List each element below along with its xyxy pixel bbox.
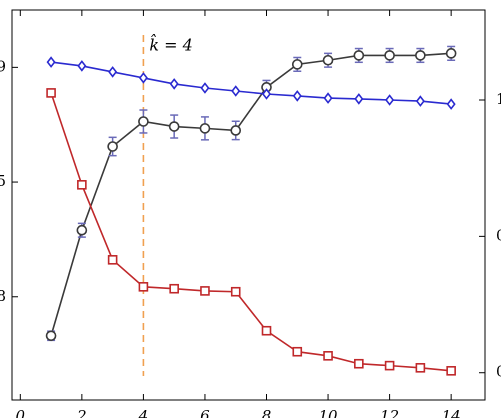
point [199, 123, 211, 134]
x-tick-label: 12 [380, 407, 399, 418]
point [384, 360, 395, 371]
point [200, 82, 210, 94]
point [384, 50, 395, 61]
series-line [50, 52, 452, 336]
point [45, 330, 57, 342]
point [77, 180, 87, 190]
y2-tick-label: 0 [496, 363, 501, 381]
point [169, 78, 179, 90]
point [322, 54, 334, 66]
point [138, 116, 149, 127]
point [354, 358, 364, 369]
point [168, 121, 180, 132]
y-tick-label: 0.8 [0, 287, 6, 305]
point [138, 72, 148, 84]
point [415, 363, 426, 373]
point [76, 224, 88, 236]
point [107, 141, 118, 152]
x-tick-label: 8 [262, 407, 272, 418]
point [107, 255, 118, 265]
point [446, 366, 456, 376]
point [108, 66, 118, 78]
series-line [50, 92, 452, 372]
series-line [50, 61, 452, 105]
point [292, 346, 303, 357]
point [169, 283, 179, 294]
y2-tick-label: 0.5 [496, 226, 501, 244]
point [446, 98, 456, 110]
x-tick-label: 0 [16, 407, 26, 418]
point [261, 325, 272, 336]
point [230, 286, 241, 297]
point [46, 56, 56, 68]
point [415, 50, 426, 61]
plot-frame [11, 9, 486, 401]
point [415, 95, 425, 107]
point [231, 85, 241, 97]
annotation: k̂ = 4 [149, 34, 192, 54]
point [230, 125, 242, 136]
point [385, 94, 395, 106]
point [292, 90, 302, 102]
point [138, 282, 149, 292]
x-tick-label: 6 [200, 407, 210, 418]
point [77, 60, 87, 72]
point [323, 92, 333, 104]
point [46, 88, 56, 98]
x-tick-label: 10 [319, 407, 339, 418]
point [291, 59, 303, 70]
x-tick-label: 2 [76, 407, 87, 418]
y-tick-label: 0.9 [0, 57, 6, 75]
point [200, 286, 210, 296]
point [354, 93, 364, 105]
y-tick-label: 0.85 [0, 172, 6, 190]
x-tick-label: 4 [138, 407, 149, 418]
point [261, 88, 272, 100]
y2-tick-label: 1 [496, 90, 501, 108]
point [353, 50, 365, 61]
point [323, 351, 333, 361]
x-tick-label: 14 [442, 407, 461, 418]
point [445, 48, 457, 59]
